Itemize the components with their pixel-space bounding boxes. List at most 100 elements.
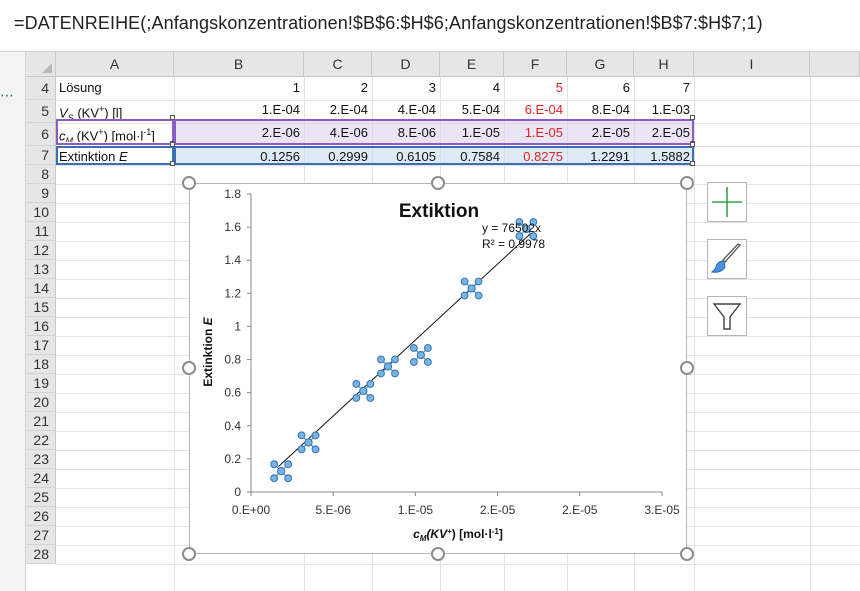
row-header-26[interactable]: 26 (26, 507, 56, 526)
trendline[interactable] (278, 233, 531, 468)
cell-c7[interactable]: 0.2999 (328, 149, 368, 164)
row-header-14[interactable]: 14 (26, 279, 56, 298)
chart-resize-handle[interactable] (431, 547, 445, 561)
selection-handle[interactable] (690, 115, 695, 120)
selection-handle[interactable] (170, 142, 175, 147)
cell-d5[interactable]: 4.E-04 (397, 102, 436, 117)
label-v-sub: S (67, 112, 74, 119)
cell-d4[interactable]: 3 (428, 80, 436, 95)
row-header-13[interactable]: 13 (26, 260, 56, 279)
data-points[interactable] (270, 218, 538, 483)
cell-f7[interactable]: 0.8275 (523, 149, 563, 164)
cell-e7[interactable]: 0.7584 (460, 149, 500, 164)
chart-resize-handle[interactable] (182, 361, 196, 375)
row-header-25[interactable]: 25 (26, 488, 56, 507)
chart-elements-button[interactable] (707, 182, 747, 222)
cell-a4[interactable]: Lösung (59, 80, 102, 95)
row-header-10[interactable]: 10 (26, 203, 56, 222)
cell-e5[interactable]: 5.E-04 (461, 102, 500, 117)
chart-filters-button[interactable] (707, 296, 747, 336)
y-axis-label[interactable]: Extinktion E (201, 316, 215, 386)
row-header-15[interactable]: 15 (26, 298, 56, 317)
cell-d7[interactable]: 0.6105 (396, 149, 436, 164)
trendline-equation[interactable]: y = 76502x (482, 221, 541, 235)
cell-g5[interactable]: 8.E-04 (591, 102, 630, 117)
x-axis-label[interactable]: cM(KV+) [mol·l-1] (413, 527, 503, 543)
cell-h4[interactable]: 7 (682, 80, 690, 95)
cell-c6[interactable]: 4.E-06 (329, 125, 368, 140)
chart-resize-handle[interactable] (182, 176, 196, 190)
cell-f6[interactable]: 1.E-05 (524, 125, 563, 140)
cell-b6[interactable]: 2.E-06 (261, 125, 300, 140)
cell-b7[interactable]: 0.1256 (260, 149, 300, 164)
row-header-28[interactable]: 28 (26, 545, 56, 564)
column-header-g[interactable]: G (567, 52, 634, 77)
cell-c4[interactable]: 2 (360, 80, 368, 95)
row-header-6[interactable]: 6 (26, 123, 56, 146)
column-header-e[interactable]: E (440, 52, 504, 77)
cell-g4[interactable]: 6 (622, 80, 630, 95)
column-header-d[interactable]: D (372, 52, 440, 77)
selection-range-x-values[interactable] (174, 119, 694, 145)
row-header-8[interactable]: 8 (26, 165, 56, 184)
column-header-f[interactable]: F (504, 52, 567, 77)
row-header-12[interactable]: 12 (26, 241, 56, 260)
row-header-4[interactable]: 4 (26, 77, 56, 100)
cell-a5[interactable]: VS (KV+) [l] (56, 100, 174, 119)
row-header-18[interactable]: 18 (26, 355, 56, 374)
column-header-c[interactable]: C (304, 52, 372, 77)
cell-a7[interactable]: Extinktion E (56, 147, 174, 166)
formula-bar[interactable]: =DATENREIHE(;Anfangskonzentrationen!$B$6… (0, 0, 860, 52)
label-c: c (59, 128, 66, 142)
cell-f4[interactable]: 5 (555, 80, 563, 95)
select-all-corner[interactable] (26, 52, 56, 77)
selection-handle[interactable] (170, 115, 175, 120)
cell-c5[interactable]: 2.E-04 (329, 102, 368, 117)
chart-area[interactable]: 0 0.2 0.4 0.6 0.8 1 1.2 1.4 1.6 1.8 0.E+00 5.E-06 1… (189, 183, 687, 554)
point-marker (467, 284, 476, 293)
cell-h7[interactable]: 1.5882 (650, 149, 690, 164)
cell-h5[interactable]: 1.E-03 (651, 102, 690, 117)
selection-range-y-values[interactable] (174, 146, 694, 165)
cell-d6[interactable]: 8.E-06 (397, 125, 436, 140)
cell-h6[interactable]: 2.E-05 (651, 125, 690, 140)
row-header-21[interactable]: 21 (26, 412, 56, 431)
cell-a6[interactable]: cM (KV+) [mol·l-1] (56, 123, 174, 142)
row-header-23[interactable]: 23 (26, 450, 56, 469)
cell-g6[interactable]: 2.E-05 (591, 125, 630, 140)
row-header-16[interactable]: 16 (26, 317, 56, 336)
selection-handle[interactable] (690, 142, 695, 147)
more-dots-icon[interactable]: ⋯ (0, 87, 15, 103)
row-header-9[interactable]: 9 (26, 184, 56, 203)
chart-title[interactable]: Extiktion (399, 201, 479, 222)
row-header-7[interactable]: 7 (26, 146, 56, 165)
row-header-24[interactable]: 24 (26, 469, 56, 488)
chart-resize-handle[interactable] (182, 547, 196, 561)
cell-f5[interactable]: 6.E-04 (524, 102, 563, 117)
row-header-27[interactable]: 27 (26, 526, 56, 545)
cell-b4[interactable]: 1 (292, 80, 300, 95)
row-header-20[interactable]: 20 (26, 393, 56, 412)
row-header-11[interactable]: 11 (26, 222, 56, 241)
chart-resize-handle[interactable] (680, 547, 694, 561)
column-header-i[interactable]: I (694, 52, 810, 77)
chart-resize-handle[interactable] (680, 361, 694, 375)
row-header-19[interactable]: 19 (26, 374, 56, 393)
row-header-5[interactable]: 5 (26, 100, 56, 123)
trendline-r2[interactable]: R² = 0.9978 (482, 237, 545, 251)
column-header-a[interactable]: A (56, 52, 174, 77)
row-header-22[interactable]: 22 (26, 431, 56, 450)
formula-text[interactable]: =DATENREIHE(;Anfangskonzentrationen!$B$6… (14, 13, 763, 33)
chart-resize-handle[interactable] (431, 176, 445, 190)
cell-e4[interactable]: 4 (492, 80, 500, 95)
cell-e6[interactable]: 1.E-05 (461, 125, 500, 140)
selection-handle[interactable] (170, 161, 175, 166)
cell-g7[interactable]: 1.2291 (590, 149, 630, 164)
row-header-17[interactable]: 17 (26, 336, 56, 355)
chart-styles-button[interactable] (707, 239, 747, 279)
selection-handle[interactable] (690, 161, 695, 166)
column-header-b[interactable]: B (174, 52, 304, 77)
cell-b5[interactable]: 1.E-04 (261, 102, 300, 117)
chart-resize-handle[interactable] (680, 176, 694, 190)
column-header-h[interactable]: H (634, 52, 694, 77)
